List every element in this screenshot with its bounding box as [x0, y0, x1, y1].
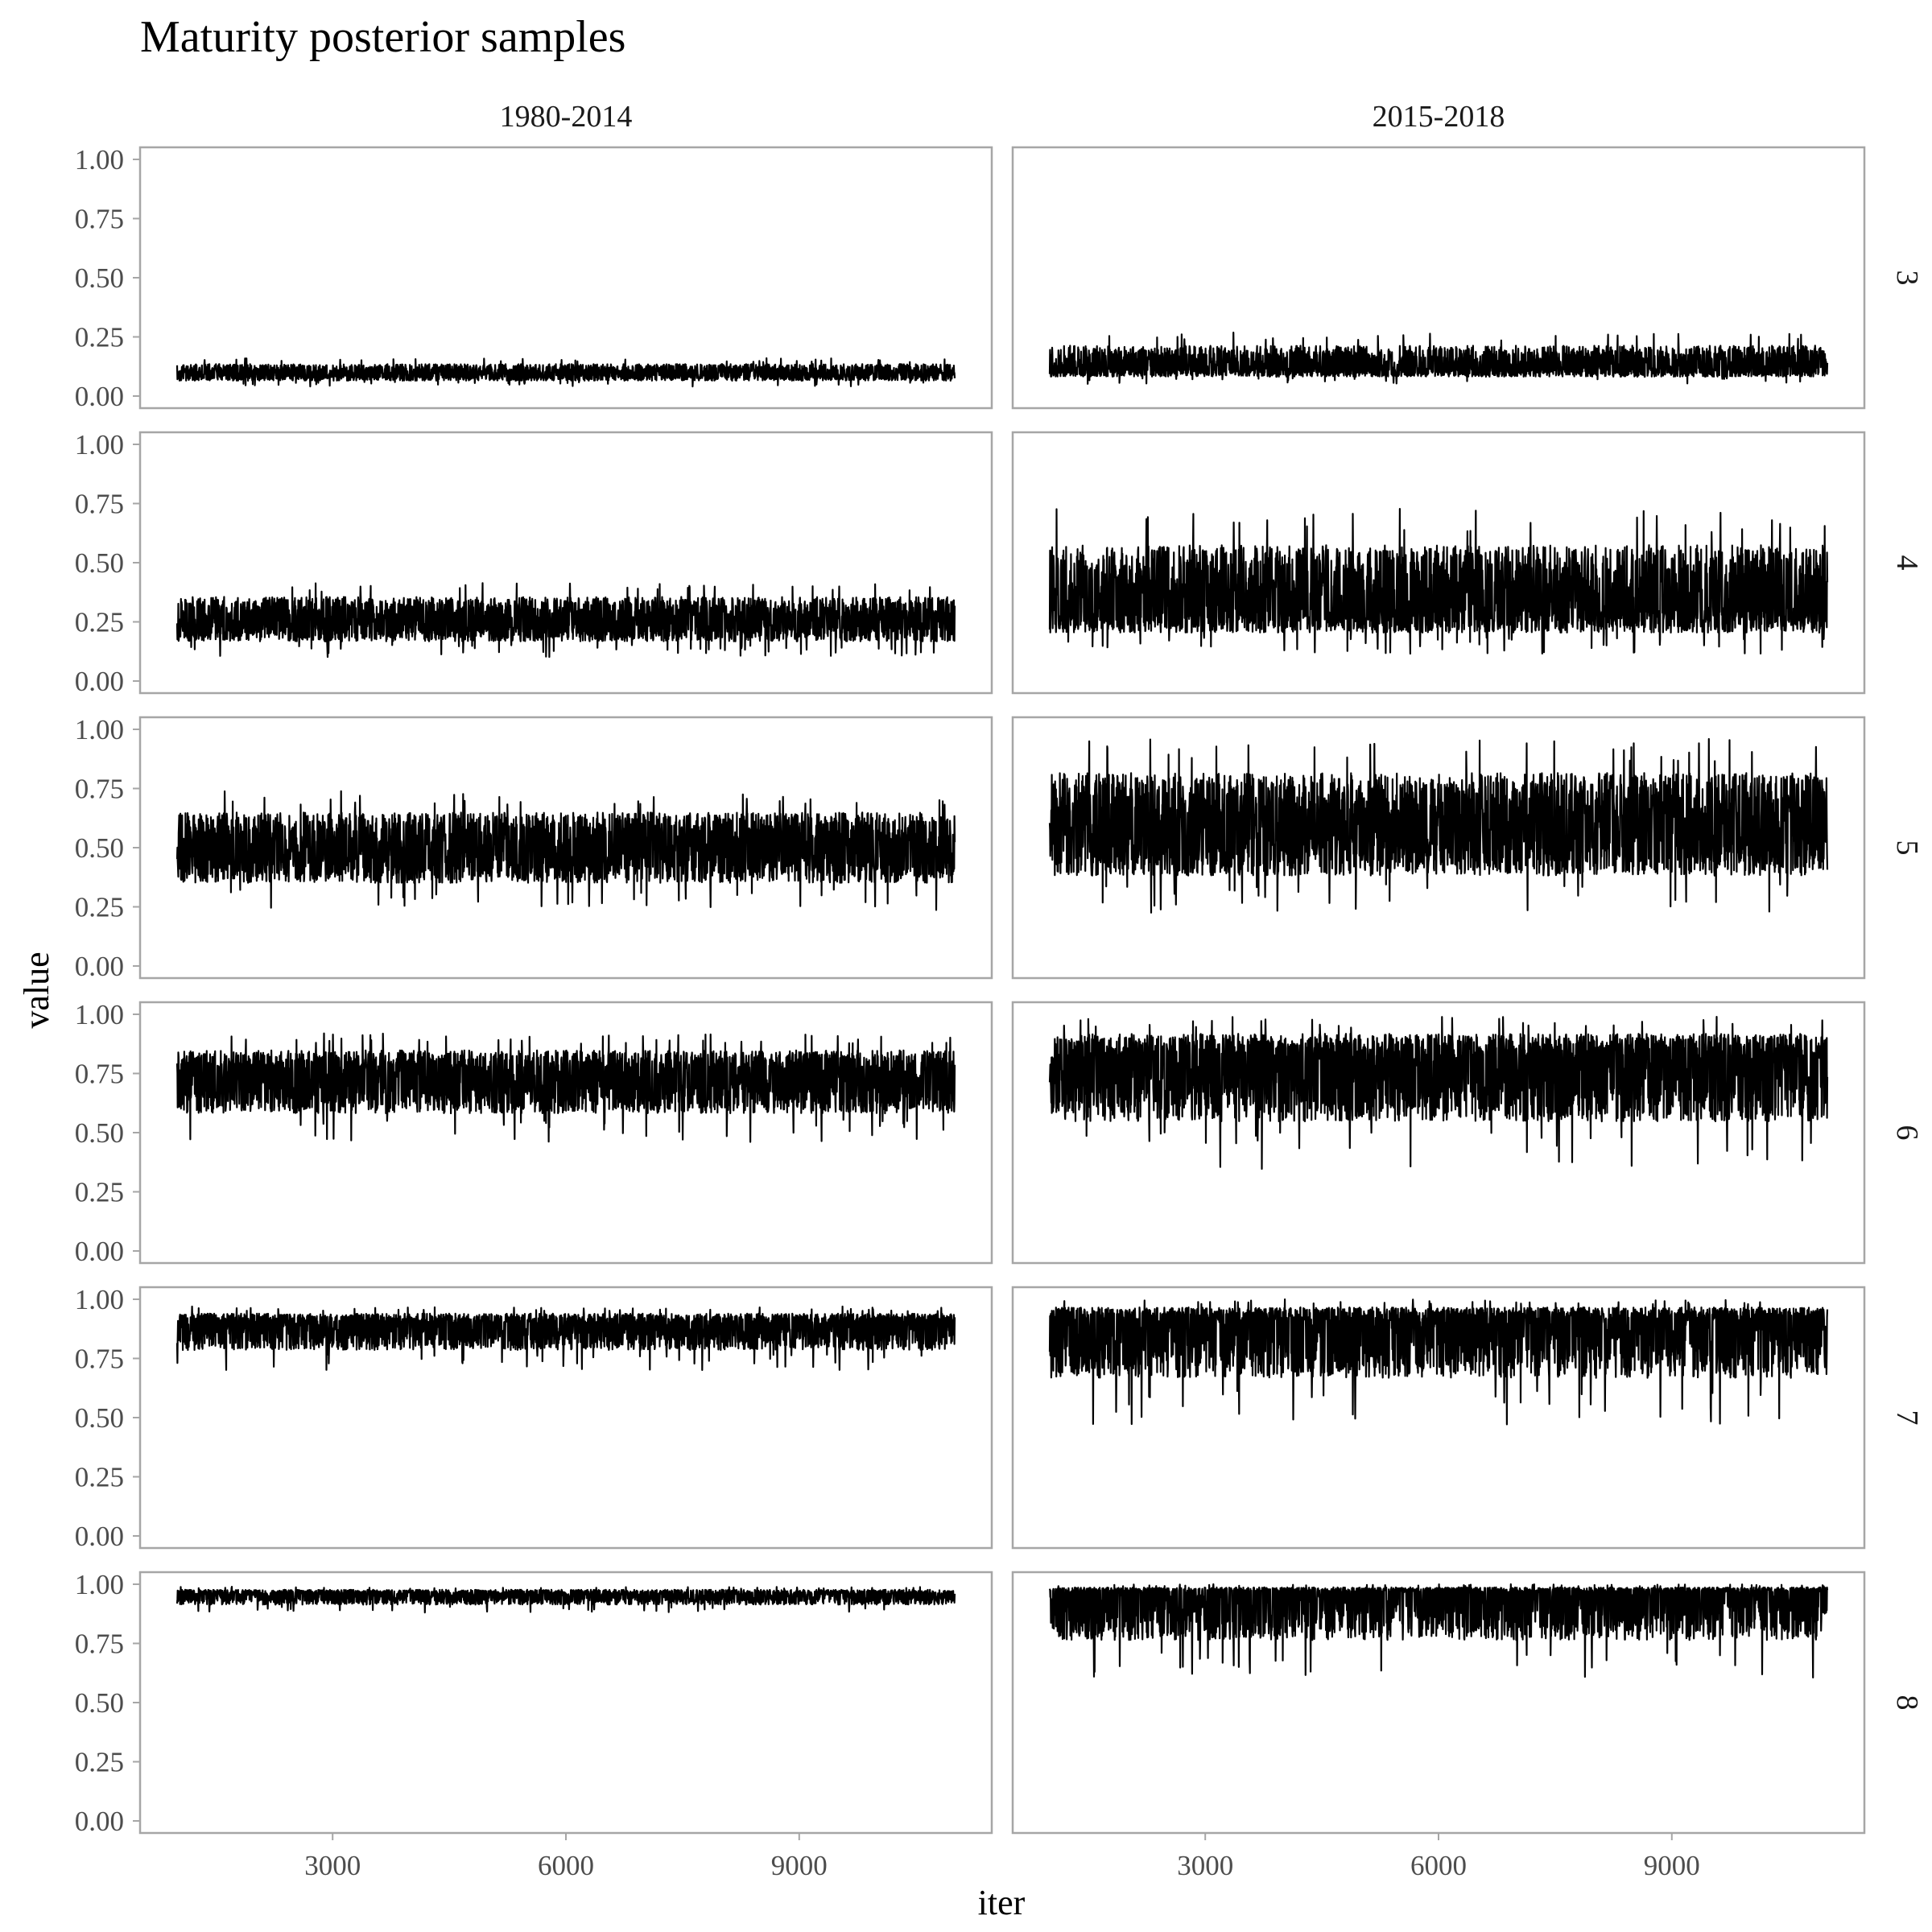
y-tick-label: 0.25: [75, 322, 124, 353]
trace-line: [175, 582, 956, 658]
y-tick-label: 0.00: [75, 1236, 124, 1267]
x-tick-label: 6000: [538, 1850, 594, 1881]
panel-frame: [138, 1001, 993, 1265]
y-tick-label: 0.75: [75, 1059, 124, 1090]
x-tick-label: 6000: [1410, 1850, 1467, 1881]
trace-line: [1048, 737, 1829, 914]
y-tick-label: 1.00: [75, 144, 124, 175]
trace-line: [175, 790, 956, 911]
y-axis-title: value: [17, 952, 56, 1028]
trace-line: [175, 1305, 956, 1371]
y-tick-label: 0.00: [75, 1806, 124, 1837]
y-tick-label: 0.00: [75, 1521, 124, 1552]
y-tick-label: 1.00: [75, 1284, 124, 1315]
x-tick-label: 3000: [304, 1850, 361, 1881]
x-tick-label: 3000: [1177, 1850, 1233, 1881]
row-facet-label: 7: [1890, 1410, 1924, 1426]
x-axis-title: iter: [978, 1883, 1026, 1922]
panel-frame: [138, 431, 993, 695]
y-tick-label: 1.00: [75, 1569, 124, 1600]
y-tick-label: 0.50: [75, 1687, 124, 1719]
y-tick-label: 0.50: [75, 1402, 124, 1434]
column-facet-label: 1980-2014: [500, 100, 633, 134]
y-tick-label: 1.00: [75, 999, 124, 1030]
y-tick-label: 0.25: [75, 1177, 124, 1208]
trace-line: [175, 357, 956, 388]
y-tick-label: 0.00: [75, 381, 124, 412]
y-tick-label: 0.50: [75, 262, 124, 294]
y-tick-label: 0.25: [75, 1747, 124, 1778]
y-tick-label: 0.75: [75, 774, 124, 805]
y-tick-label: 0.50: [75, 547, 124, 579]
trace-line: [1048, 1298, 1829, 1426]
trace-line: [1048, 1016, 1829, 1170]
y-tick-label: 0.25: [75, 607, 124, 638]
row-facet-label: 5: [1890, 840, 1924, 856]
y-tick-label: 0.75: [75, 204, 124, 235]
trace-line: [175, 1032, 956, 1143]
chart-title: Maturity posterior samples: [140, 12, 625, 62]
y-tick-label: 0.75: [75, 1629, 124, 1660]
trace-line: [175, 1586, 956, 1614]
row-facet-label: 6: [1890, 1125, 1924, 1141]
column-facet-label: 2015-2018: [1373, 100, 1505, 134]
y-tick-label: 1.00: [75, 429, 124, 460]
y-tick-label: 0.50: [75, 1117, 124, 1149]
row-facet-label: 4: [1890, 555, 1924, 571]
y-tick-label: 0.25: [75, 892, 124, 923]
trace-line: [1048, 508, 1829, 655]
trace-line: [1048, 332, 1829, 385]
row-facet-label: 8: [1890, 1695, 1924, 1711]
y-tick-label: 0.25: [75, 1462, 124, 1493]
y-tick-label: 0.75: [75, 489, 124, 520]
y-tick-label: 0.50: [75, 832, 124, 864]
y-tick-label: 1.00: [75, 714, 124, 745]
x-tick-label: 9000: [771, 1850, 828, 1881]
y-tick-label: 0.00: [75, 666, 124, 697]
y-tick-label: 0.00: [75, 951, 124, 982]
y-tick-label: 0.75: [75, 1344, 124, 1375]
x-tick-label: 9000: [1644, 1850, 1700, 1881]
trace-line: [1048, 1583, 1829, 1678]
panel-frame: [138, 1571, 993, 1835]
row-facet-label: 3: [1890, 270, 1924, 286]
facet-panels: 1980-2014 2015-2018 3 4 5 6 7 8 0.00 0.25 0.50 0.75…: [75, 100, 1924, 1881]
